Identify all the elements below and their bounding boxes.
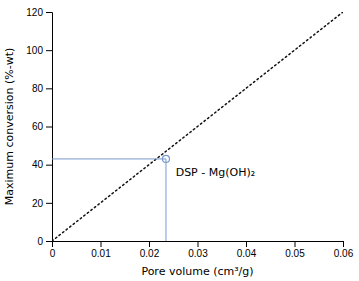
tick-label: 0.05 bbox=[285, 248, 305, 259]
tick-label: 20 bbox=[32, 198, 44, 209]
tick-mark bbox=[46, 127, 52, 128]
tick-label: 0 bbox=[50, 248, 56, 259]
tick: 0.03 bbox=[188, 241, 208, 259]
crosshair-horizontal bbox=[52, 158, 166, 159]
tick-mark bbox=[343, 241, 344, 247]
tick-label: 40 bbox=[32, 159, 44, 170]
tick-label: 100 bbox=[26, 45, 43, 56]
axis-line bbox=[46, 13, 53, 242]
line bbox=[52, 12, 343, 241]
tick-mark bbox=[46, 12, 52, 13]
x-axis: 0 0.01 0.02 0.03 0.04 0.05 0.06 bbox=[50, 241, 354, 259]
chart: 0 0.01 0.02 0.03 0.04 0.05 0.06 0 20 40 60 80 100 120… bbox=[0, 0, 359, 281]
tick: 0.05 bbox=[285, 241, 305, 259]
tick-label: 0.03 bbox=[188, 248, 208, 259]
annotation: DSP - Mg(OH)₂ bbox=[176, 166, 255, 179]
tick-label: 0.01 bbox=[91, 248, 111, 259]
plot-area: 0 0.01 0.02 0.03 0.04 0.05 0.06 0 20 40 60 80 100 120… bbox=[26, 7, 353, 259]
tick-mark bbox=[149, 241, 150, 247]
tick-label: 0.04 bbox=[237, 248, 257, 259]
tick-mark bbox=[101, 241, 102, 247]
tick: 100 bbox=[26, 45, 52, 56]
tick-label: 120 bbox=[26, 7, 43, 18]
tick: 0.01 bbox=[91, 241, 111, 259]
y-axis: 0 20 40 60 80 100 120 bbox=[26, 7, 52, 247]
tick-label: 0 bbox=[37, 236, 43, 247]
tick-mark bbox=[46, 88, 52, 89]
x-axis-title: Pore volume (cm³/g) bbox=[141, 265, 253, 278]
tick-mark bbox=[46, 241, 52, 242]
tick: 0 bbox=[37, 236, 52, 247]
tick-label: 0.06 bbox=[334, 248, 354, 259]
tick-mark bbox=[246, 241, 247, 247]
tick: 20 bbox=[32, 198, 52, 209]
tick: 120 bbox=[26, 7, 52, 18]
point bbox=[162, 155, 169, 162]
axis-line bbox=[53, 242, 344, 248]
tick: 0.02 bbox=[140, 241, 160, 259]
tick-label: 60 bbox=[32, 121, 44, 132]
y-axis-title: Maximum conversion (%-wt) bbox=[3, 48, 16, 206]
tick-label: 0.02 bbox=[140, 248, 160, 259]
tick-mark bbox=[198, 241, 199, 247]
crosshair-vertical bbox=[165, 159, 166, 241]
tick: 0 bbox=[50, 241, 56, 259]
tick-mark bbox=[46, 203, 52, 204]
tick: 40 bbox=[32, 159, 52, 170]
tick-mark bbox=[46, 165, 52, 166]
tick: 80 bbox=[32, 83, 52, 94]
tick-mark bbox=[46, 50, 52, 51]
marks bbox=[52, 12, 343, 241]
tick: 0.04 bbox=[237, 241, 257, 259]
tick: 0.06 bbox=[334, 241, 354, 259]
tick-mark bbox=[295, 241, 296, 247]
tick: 60 bbox=[32, 121, 52, 132]
tick-label: 80 bbox=[32, 83, 44, 94]
